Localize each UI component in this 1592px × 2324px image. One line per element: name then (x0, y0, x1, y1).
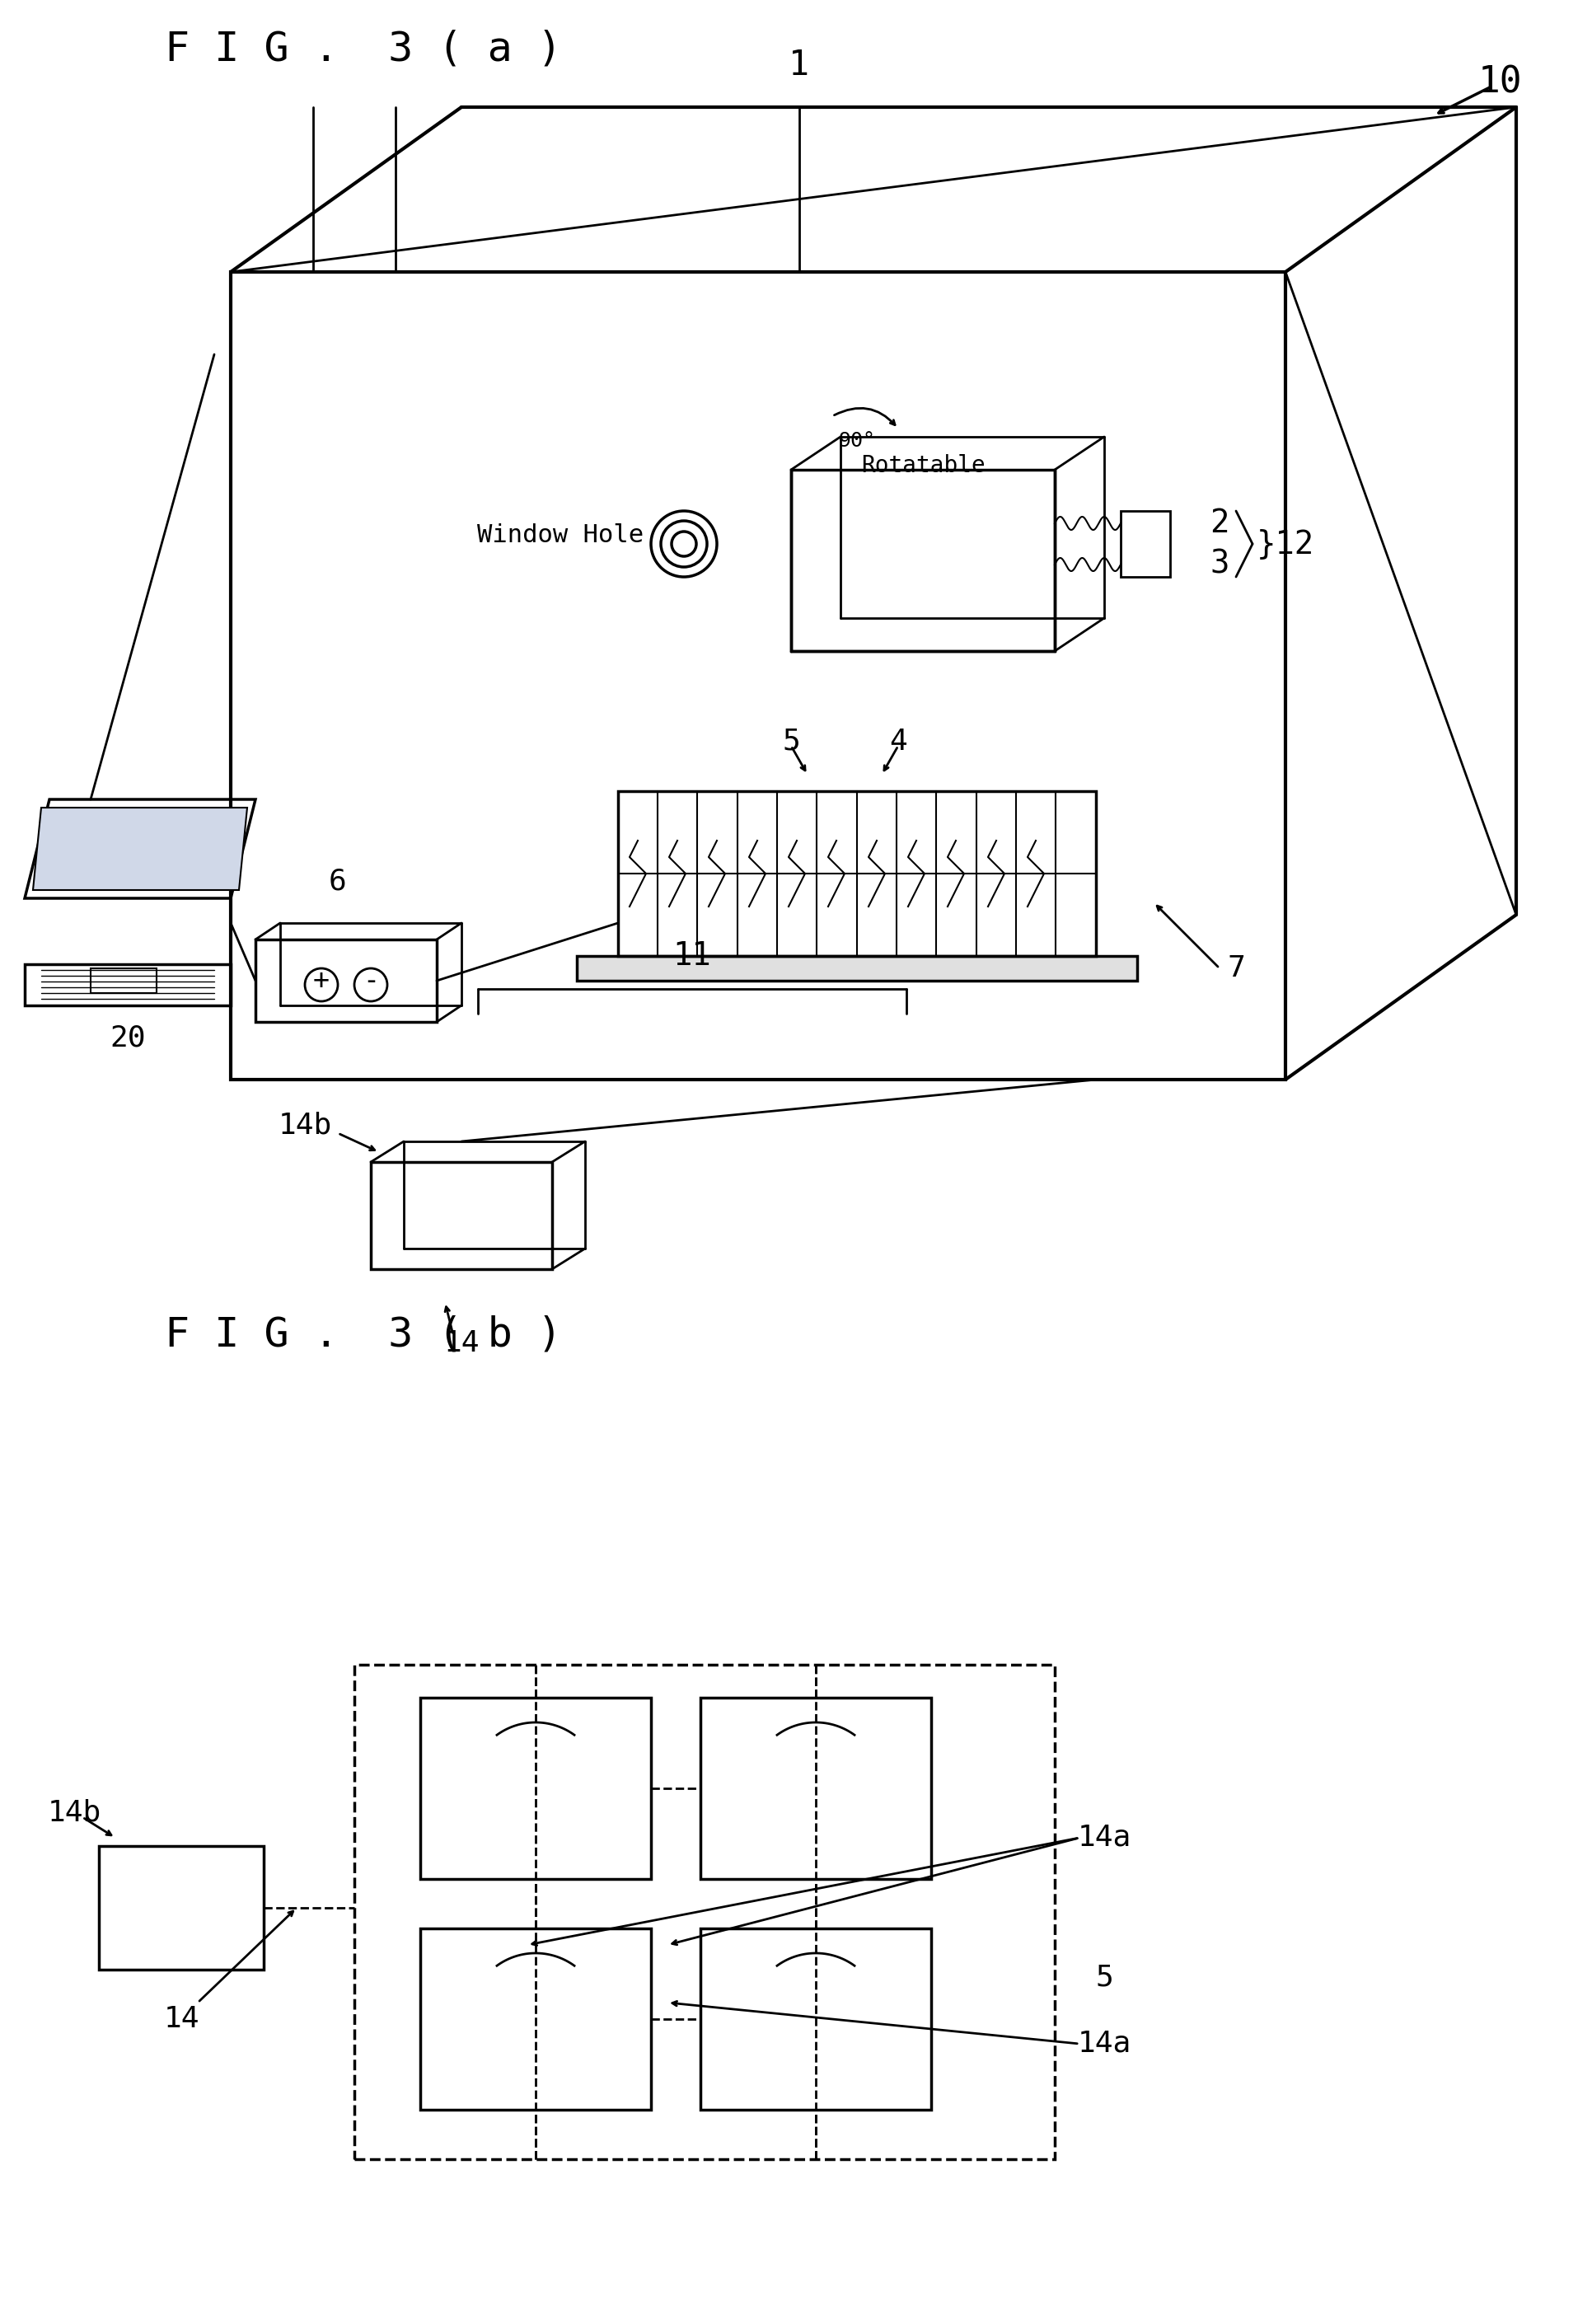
Text: 90°: 90° (837, 430, 876, 451)
Bar (700, 1697, 931, 1880)
Text: 1: 1 (788, 49, 809, 81)
Text: F I G .  3 ( b ): F I G . 3 ( b ) (164, 1315, 562, 1355)
Bar (420, 1929, 651, 2110)
Bar (231, 272, 1285, 1081)
Text: 3: 3 (1210, 548, 1229, 581)
Bar (371, 1162, 552, 1269)
Text: 14: 14 (443, 1329, 479, 1357)
Text: 20: 20 (110, 1025, 145, 1053)
Text: 4: 4 (888, 727, 907, 755)
Text: 14b: 14b (279, 1111, 331, 1139)
Text: }12: }12 (1256, 528, 1313, 560)
Bar (99, 1845, 264, 1971)
Bar (91, 969, 156, 992)
Text: 14a: 14a (1076, 1824, 1130, 1852)
Text: Window Hole: Window Hole (478, 523, 643, 548)
Bar (618, 790, 1095, 955)
Bar (791, 469, 1054, 651)
Text: +: + (314, 967, 330, 995)
Text: 2: 2 (1210, 507, 1229, 539)
Text: 10: 10 (1477, 65, 1520, 100)
Bar (700, 1929, 931, 2110)
Text: 14b: 14b (48, 1799, 100, 1827)
Text: 7: 7 (1226, 955, 1245, 983)
Text: 5: 5 (1095, 1964, 1113, 1992)
Bar (420, 1697, 651, 1880)
Text: 14: 14 (164, 2006, 199, 2034)
Text: 6: 6 (328, 867, 347, 895)
Bar (255, 939, 436, 1023)
Text: -: - (363, 967, 379, 995)
Text: F I G .  3 ( a ): F I G . 3 ( a ) (164, 30, 562, 70)
Text: 5: 5 (782, 727, 799, 755)
Bar (576, 955, 1137, 981)
Bar (353, 1664, 1054, 2159)
Bar (1121, 511, 1170, 576)
Polygon shape (33, 809, 247, 890)
Text: 14a: 14a (1076, 2029, 1130, 2057)
Bar (25, 964, 231, 1006)
Text: 11: 11 (672, 941, 712, 971)
Text: Rotatable: Rotatable (861, 453, 985, 476)
